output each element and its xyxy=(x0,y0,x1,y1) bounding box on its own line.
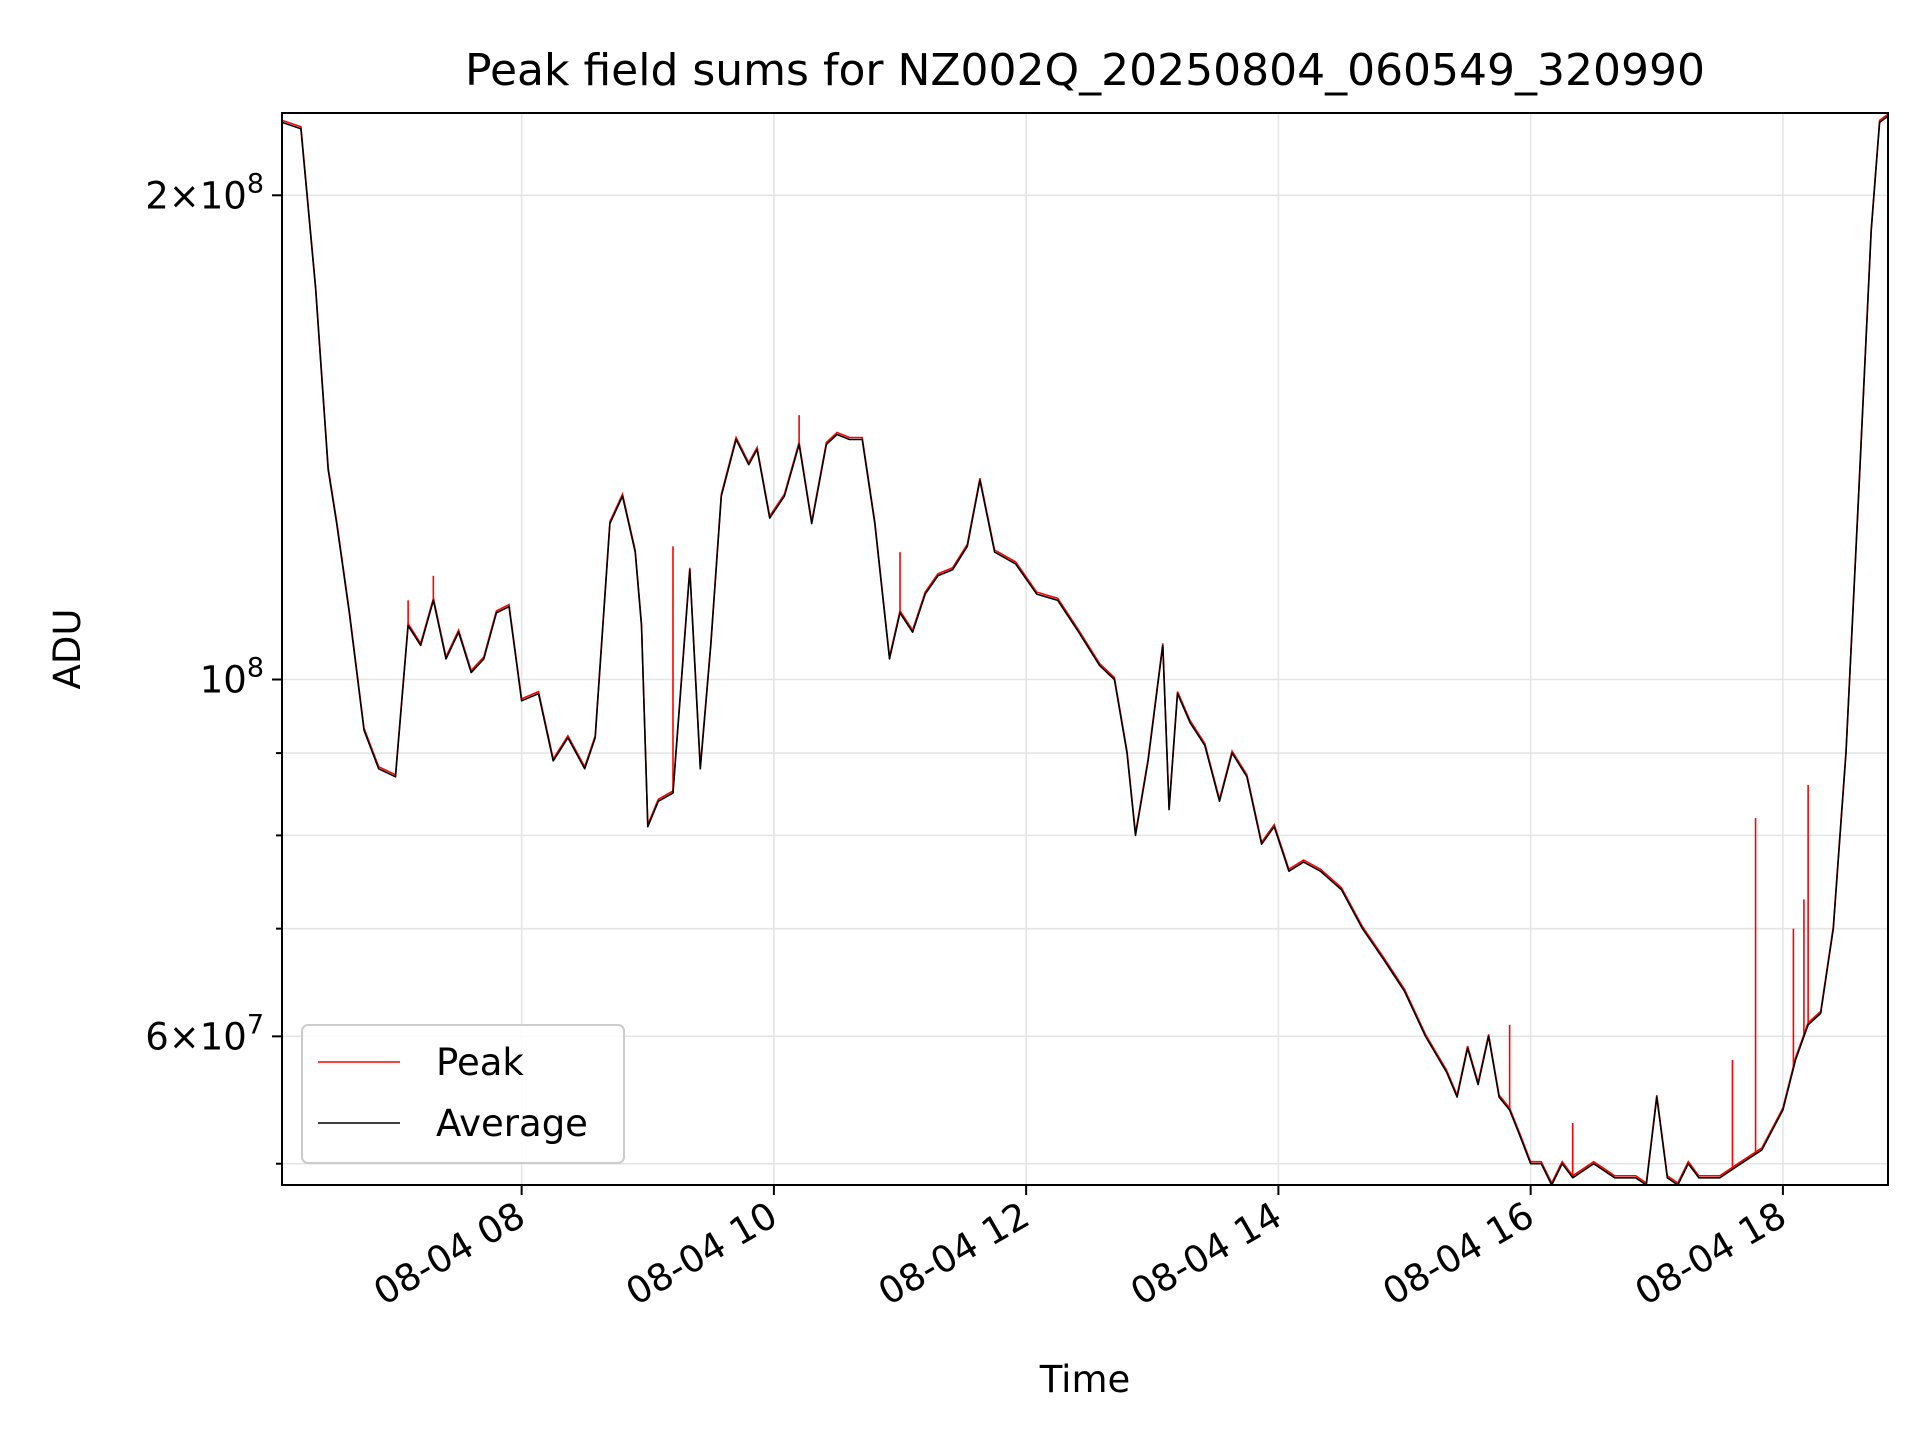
y-axis: 6×107 108 2×108 xyxy=(145,168,282,1165)
peak-series-line xyxy=(281,113,1889,1185)
x-tick-label: 08-04 10 xyxy=(619,1194,785,1314)
series-layer xyxy=(281,113,1889,1186)
x-axis-label: Time xyxy=(1039,1358,1131,1401)
x-tick-label: 08-04 12 xyxy=(871,1194,1037,1314)
legend-box xyxy=(301,1024,625,1164)
x-tick-label: 08-04 14 xyxy=(1123,1194,1289,1314)
legend-label-average: Average xyxy=(436,1102,588,1145)
legend-label-peak: Peak xyxy=(436,1041,524,1084)
y-axis-label: ADU xyxy=(46,609,89,690)
chart-title: Peak field sums for NZ002Q_20250804_0605… xyxy=(465,45,1705,96)
y-tick-label: 6×107 xyxy=(145,1009,264,1058)
y-tick-label: 2×108 xyxy=(145,168,264,217)
x-tick-label: 08-04 16 xyxy=(1376,1194,1542,1314)
axes-frame xyxy=(281,112,1889,1186)
average-series-line xyxy=(281,115,1889,1186)
x-tick-label: 08-04 18 xyxy=(1628,1194,1794,1314)
x-tick-label: 08-04 08 xyxy=(367,1194,533,1314)
grid-lines xyxy=(282,113,1888,1185)
x-axis: 08-04 08 08-04 10 08-04 12 08-04 14 08-04 16… xyxy=(367,1185,1794,1314)
y-tick-label: 108 xyxy=(200,653,264,702)
legend: Peak Average xyxy=(301,1024,625,1164)
